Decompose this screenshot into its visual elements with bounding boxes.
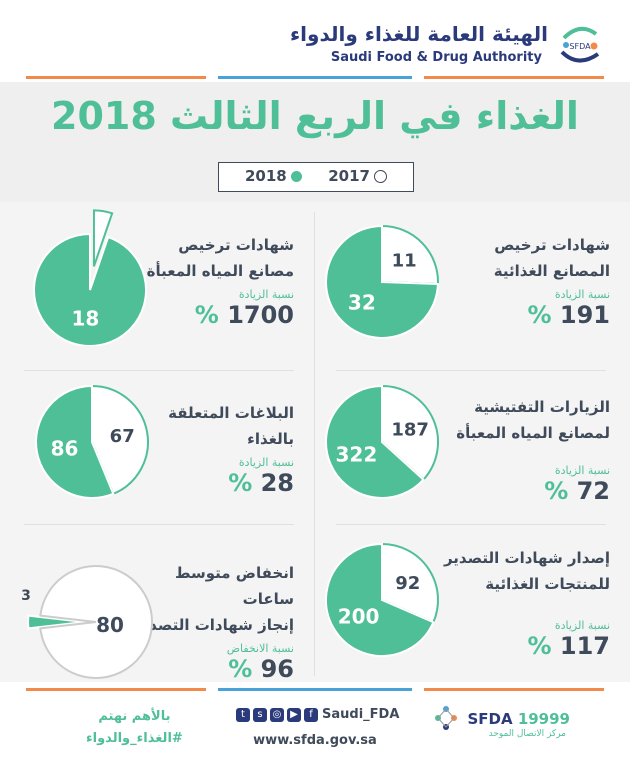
legend: 2017 2018 [218,162,414,192]
youtube-icon[interactable]: ▶ [287,708,301,722]
label-2018: 86 [51,436,79,460]
divider-orange [424,688,604,691]
label-2018: 32 [348,290,376,314]
panel-subtitle: إنجاز شهادات التصدير [134,616,294,634]
org-name-arabic: الهيئة العامة للغذاء والدواء [289,22,548,46]
legend-2018: 2018 [245,167,306,185]
panel-export-hours: انخفاض متوسط ساعات إنجاز شهادات التصدير … [124,560,294,683]
slice-2017 [91,384,149,496]
divider-orange [26,76,206,79]
divider [336,370,606,371]
legend-2017: 2017 [328,167,391,185]
sfda-logo-icon: SFDA [560,26,600,63]
panel-export-certificates: إصدار شهادات التصدير للمنتجات الغذائية ن… [440,545,610,660]
slice-2017 [381,224,439,286]
label-2017: 80 [96,613,124,637]
hollow-dot-icon [374,170,387,183]
website-link[interactable]: www.sfda.gov.sa [253,733,377,748]
instagram-icon[interactable]: ◎ [270,708,284,722]
pie-export-hours: 80 3 [21,565,153,679]
increase-value: 72 % [544,477,610,505]
label-2017: 11 [392,251,417,272]
filled-dot-icon [290,171,302,182]
pie-water-licenses: 1 18 [33,206,147,346]
panel-subtitle: بالغذاء [247,430,294,448]
divider [24,370,294,371]
panel-title: انخفاض متوسط ساعات [174,564,294,608]
divider [24,524,294,525]
label-2018: 3 [21,588,31,604]
label-2017: 187 [391,420,429,441]
header: الهيئة العامة للغذاء والدواء Saudi Food … [0,0,630,80]
slice-2018 [325,542,435,657]
slice-2018 [33,232,147,346]
panel-subtitle: مصانع المياه المعبأة [146,262,294,280]
divider [336,524,606,525]
pie-factory-licenses: 11 32 [325,224,440,339]
divider-orange [424,76,604,79]
label-2017: 67 [110,426,135,447]
increase-value: 1700 % [194,301,294,329]
panel-title: إصدار شهادات التصدير [443,549,610,567]
slice-2018 [35,384,115,499]
decrease-value: 96 % [228,655,294,683]
hotline-subtitle: مركز الاتصال الموحد [488,729,566,739]
label-2018: 18 [71,307,99,331]
slice-2018 [325,384,425,499]
pie-food-reports: 67 86 [35,384,149,499]
label-2018: 200 [338,604,380,628]
logo-mark-text: SFDA [569,42,591,51]
increase-label: نسبة الزيادة [238,456,294,469]
divider-blue [218,76,412,79]
slogan: بالأهم نهتم [98,709,171,724]
panel-factory-licenses: شهادات ترخيص المصانع الغذائية نسبة الزيا… [450,232,610,329]
increase-label: نسبة الزيادة [554,619,610,632]
panel-title: البلاغات المتعلقة [168,404,294,422]
footer [0,682,630,773]
panel-food-reports: البلاغات المتعلقة بالغذاء نسبة الزيادة 2… [134,400,294,497]
social-handle[interactable]: Saudi_FDA [322,707,400,722]
divider-blue [218,688,412,691]
panel-subtitle: لمصانع المياه المعبأة [456,424,610,442]
panel-title: الزيارات التفتيشية [474,398,610,416]
pie-export-certificates: 92 200 [325,542,439,657]
panel-title: شهادات ترخيص [494,236,610,254]
panel-title: شهادات ترخيص [178,236,294,254]
panel-water-licenses: شهادات ترخيص مصانع المياه المعبأة نسبة ا… [134,232,294,329]
divider-vertical [314,212,315,676]
page-title: الغذاء في الربع الثالث 2018 [51,94,579,138]
panel-inspections: الزيارات التفتيشية لمصانع المياه المعبأة… [450,394,610,505]
hotline: SFDA 19999 [467,710,570,728]
slice-2018 [27,614,85,630]
increase-label: نسبة الزيادة [554,464,610,477]
slice-2017 [381,542,439,624]
org-name-english: Saudi Food & Drug Authority [330,50,542,65]
hashtag[interactable]: #الغذاء_والدواء [86,731,183,746]
hashtag-block: بالأهم نهتم #الغذاء_والدواء [86,706,183,750]
pie-inspections: 187 322 [325,384,439,499]
slice-2017 [381,384,439,482]
slice-2018 [325,224,440,339]
snapchat-icon[interactable]: s [253,708,267,722]
increase-value: 191 % [527,301,610,329]
facebook-icon[interactable]: f [304,708,318,722]
label-2017: 92 [395,573,420,594]
slice-2017 [92,209,114,267]
panel-subtitle: المصانع الغذائية [493,262,610,280]
panel-subtitle: للمنتجات الغذائية [485,575,610,593]
increase-value: 117 % [527,632,610,660]
label-2017: 1 [100,206,111,209]
slice-2017 [39,565,153,679]
decrease-label: نسبة الانخفاض [226,642,294,655]
increase-label: نسبة الزيادة [554,288,610,301]
increase-label: نسبة الزيادة [238,288,294,301]
label-2018: 322 [336,442,378,466]
twitter-icon[interactable]: t [236,708,250,722]
increase-value: 28 % [228,469,294,497]
divider-orange [26,688,206,691]
contact-center-icon [435,706,457,730]
